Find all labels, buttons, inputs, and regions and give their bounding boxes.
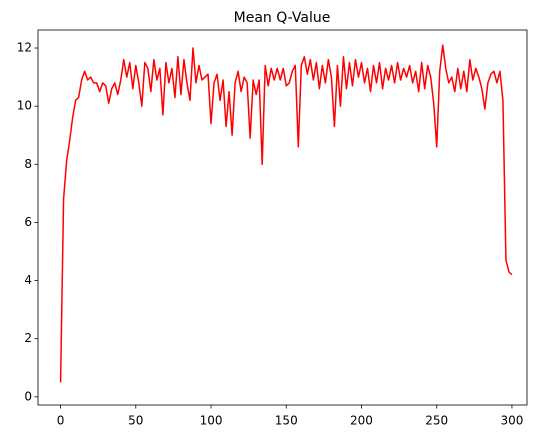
axes-frame bbox=[37, 29, 528, 406]
y-tick-label: 8 bbox=[24, 157, 32, 171]
x-tick-label: 100 bbox=[200, 414, 223, 428]
y-tick-label: 6 bbox=[24, 215, 32, 229]
x-tick-label: 0 bbox=[57, 414, 65, 428]
x-tick-label: 150 bbox=[275, 414, 298, 428]
x-tick-label: 50 bbox=[128, 414, 143, 428]
y-tick-label: 4 bbox=[24, 273, 32, 287]
x-tick-label: 250 bbox=[425, 414, 448, 428]
y-tick-label: 0 bbox=[24, 389, 32, 403]
y-tick-label: 12 bbox=[17, 41, 32, 55]
x-tick-label: 300 bbox=[501, 414, 524, 428]
x-tick-label: 200 bbox=[350, 414, 373, 428]
y-tick-label: 2 bbox=[24, 331, 32, 345]
chart-title: Mean Q-Value bbox=[234, 10, 331, 26]
data-line bbox=[59, 44, 513, 383]
y-tick-label: 10 bbox=[17, 99, 32, 113]
